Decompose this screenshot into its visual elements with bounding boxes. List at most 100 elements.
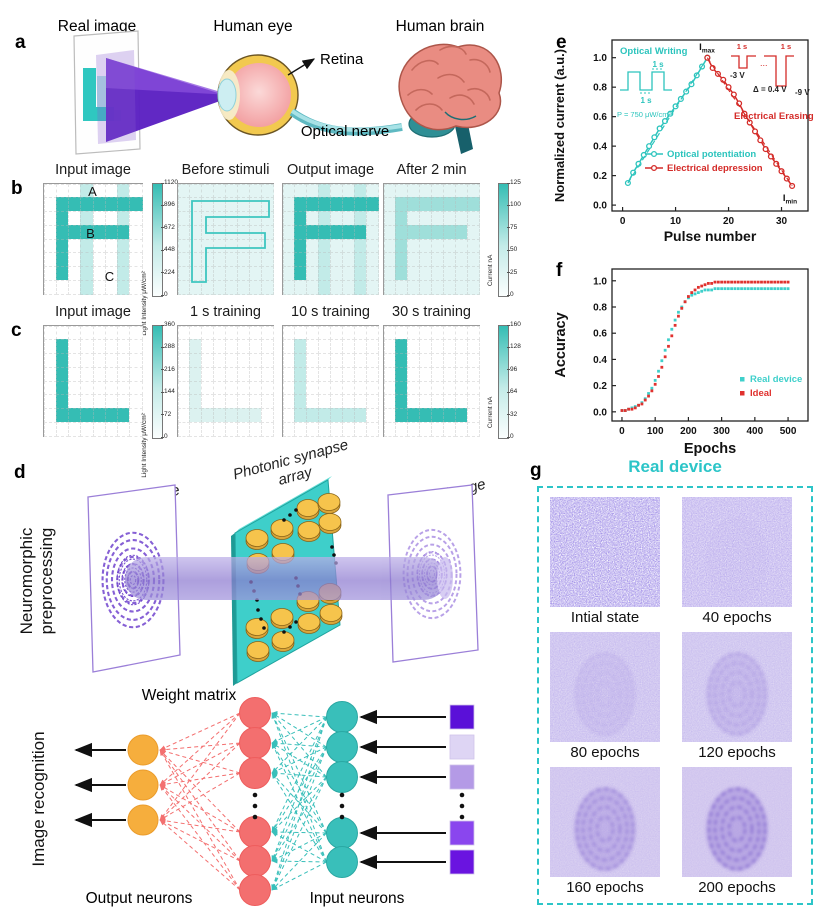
heatmap-cell bbox=[55, 339, 69, 354]
heatmap-cell bbox=[43, 339, 57, 354]
heatmap-cell bbox=[68, 421, 82, 437]
heatmap-cell bbox=[365, 366, 379, 382]
heatmap-cell bbox=[92, 353, 106, 368]
heatmap-cell bbox=[43, 224, 57, 240]
svg-text:1 s: 1 s bbox=[652, 60, 664, 69]
heatmap-cell bbox=[43, 197, 57, 212]
svg-text:0.6: 0.6 bbox=[593, 329, 607, 340]
svg-text:1.0: 1.0 bbox=[593, 276, 607, 287]
heatmap-cell bbox=[68, 252, 82, 267]
heatmap-cell bbox=[260, 279, 274, 295]
colorbar-tick: 96 bbox=[510, 365, 518, 373]
heatmap-cell bbox=[55, 211, 69, 226]
light-cone-icon bbox=[96, 50, 231, 144]
heatmap-cell bbox=[466, 197, 480, 212]
heatmap-cell bbox=[55, 325, 69, 341]
colorbar-tick: 144 bbox=[164, 388, 175, 396]
svg-text:10: 10 bbox=[670, 216, 682, 227]
panel-b-title-output: Output image bbox=[286, 162, 375, 178]
panel-a-illustration: Real image Human eye Human brain Retina … bbox=[58, 18, 503, 155]
svg-text:0.8: 0.8 bbox=[593, 303, 607, 314]
epoch-tile: 160 epochs bbox=[550, 767, 660, 896]
panel-a-label: a bbox=[15, 32, 26, 53]
svg-text:0: 0 bbox=[619, 426, 625, 437]
epoch-tile-caption: 160 epochs bbox=[566, 879, 644, 896]
output-neurons-label: Output neurons bbox=[86, 890, 193, 907]
panel-c-label: c bbox=[11, 320, 22, 341]
heatmap-cell bbox=[55, 197, 69, 212]
svg-text:Electrical Erasing: Electrical Erasing bbox=[734, 111, 814, 122]
heatmap-cell bbox=[117, 224, 131, 240]
heatmap-b-after bbox=[383, 183, 480, 295]
heatmap-cell bbox=[68, 183, 82, 199]
heatmap-cell bbox=[80, 353, 94, 368]
panel-b-label: b bbox=[11, 178, 23, 199]
svg-text:Electrical depression: Electrical depression bbox=[667, 163, 763, 174]
heatmap-cell bbox=[68, 279, 82, 295]
chart-accuracy: 0 100 200 300 400 500 0.0 0.2 0.4 0.6 0.8 1.0 Epochs… bbox=[553, 268, 809, 457]
colorbar-title: Current nA bbox=[487, 254, 494, 287]
heatmap-cell bbox=[104, 421, 118, 437]
svg-text:0.2: 0.2 bbox=[593, 381, 607, 392]
real-device-box bbox=[537, 486, 813, 905]
colorbar-current-c: Current nA 0 32 64 96 128 160 bbox=[487, 321, 530, 440]
heatmap-cell bbox=[80, 380, 94, 396]
heatmap-cell bbox=[68, 353, 82, 368]
heatmap-cell bbox=[43, 394, 57, 409]
panel-c-title-30s: 30 s training bbox=[392, 304, 471, 320]
svg-text:1.0: 1.0 bbox=[593, 53, 607, 64]
region-label-b: B bbox=[86, 225, 95, 241]
svg-text:Pulse number: Pulse number bbox=[664, 228, 757, 244]
heatmap-cell bbox=[80, 266, 94, 281]
panel-c-title-input: Input image bbox=[55, 304, 131, 320]
epoch-tiles: Intial state 40 epochs 80 epochs 120 epochs… bbox=[550, 497, 792, 896]
svg-text:400: 400 bbox=[747, 426, 764, 437]
heatmap-cell bbox=[80, 339, 94, 354]
heatmap-cell bbox=[43, 353, 57, 368]
svg-text:Imin: Imin bbox=[783, 193, 797, 206]
svg-text:1 s: 1 s bbox=[781, 42, 791, 51]
svg-text:Normalized current (a.u.): Normalized current (a.u.) bbox=[552, 49, 567, 202]
svg-text:Optical Writing: Optical Writing bbox=[620, 46, 688, 57]
heatmap-cell bbox=[80, 421, 94, 437]
heatmap-cell bbox=[129, 366, 143, 382]
heatmap-c-10s bbox=[282, 325, 379, 437]
heatmap-cell bbox=[43, 266, 57, 281]
heatmap-cell bbox=[129, 394, 143, 409]
heatmap-cell bbox=[55, 408, 69, 423]
colorbar-tick: 25 bbox=[510, 268, 518, 276]
heatmap-cell bbox=[117, 266, 131, 281]
heatmap-cell bbox=[365, 252, 379, 267]
heatmap-cell bbox=[55, 183, 69, 199]
heatmap-cell bbox=[68, 339, 82, 354]
heatmap-cell bbox=[68, 238, 82, 254]
colorbar-tick: 0 bbox=[164, 291, 168, 298]
heatmap-cell bbox=[43, 408, 57, 423]
real-device-title: Real device bbox=[628, 457, 722, 476]
heatmap-cell bbox=[260, 421, 274, 437]
heatmap-cell bbox=[365, 394, 379, 409]
neural-network-diagram bbox=[74, 697, 475, 906]
heatmap-cell bbox=[466, 339, 480, 354]
heatmap-cell bbox=[55, 266, 69, 281]
panel-d-illustration: Weight matrix Output neurons Input neuro… bbox=[74, 476, 479, 907]
colorbar-tick: 75 bbox=[510, 223, 518, 231]
epoch-tile-image bbox=[682, 767, 792, 877]
colorbar-gradient bbox=[498, 183, 509, 297]
heatmap-cell bbox=[117, 197, 131, 212]
colorbar-tick: 216 bbox=[164, 365, 175, 373]
heatmap-b-output bbox=[282, 183, 379, 295]
svg-text:0.0: 0.0 bbox=[593, 407, 607, 418]
heatmap-cell bbox=[466, 325, 480, 341]
colorbar-tick: 0 bbox=[164, 433, 168, 440]
colorbar-tick: 160 bbox=[510, 321, 521, 328]
epoch-tile: 120 epochs bbox=[682, 632, 792, 761]
colorbar-gradient bbox=[498, 325, 509, 439]
heatmap-cell bbox=[43, 279, 57, 295]
heatmap-cell bbox=[55, 353, 69, 368]
svg-text:Accuracy: Accuracy bbox=[553, 312, 569, 377]
heatmap-cell bbox=[117, 366, 131, 382]
optical-nerve-highlight bbox=[290, 109, 403, 132]
heatmap-cell bbox=[117, 353, 131, 368]
heatmap-cell bbox=[104, 366, 118, 382]
